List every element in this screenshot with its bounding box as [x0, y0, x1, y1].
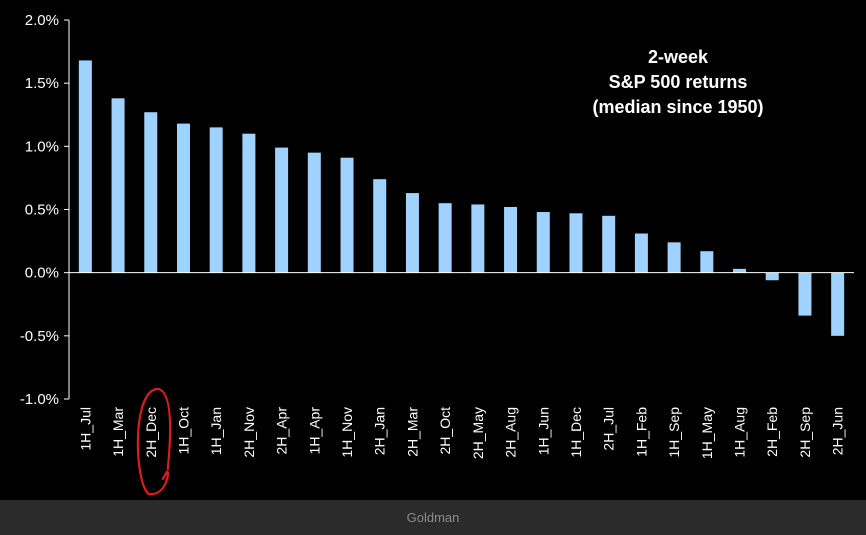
bar-1h-aug	[733, 268, 747, 273]
bar-1h-sep	[667, 242, 681, 273]
chart-title-line: S&P 500 returns	[609, 72, 748, 92]
chart-frame: 2.0% 1.5% 1.0% 0.5% 0.0% -0.5% -1.0% 1H_Jul 1H_…	[0, 0, 866, 500]
bar-1h-mar	[111, 98, 125, 273]
x-tick-label: 2H_Jan	[372, 407, 388, 455]
hand-drawn-highlight-circle	[136, 387, 172, 496]
y-tick-label: 0.0%	[25, 265, 59, 282]
bar-2h-may	[471, 204, 485, 273]
x-tick-label: 2H_Apr	[274, 407, 290, 455]
bar-2h-nov	[242, 133, 256, 273]
bar-2h-sep	[798, 272, 812, 316]
bar-1h-oct	[176, 123, 190, 273]
bar-2h-jan	[373, 179, 387, 273]
bar-chart: 2.0% 1.5% 1.0% 0.5% 0.0% -0.5% -1.0% 1H_Jul 1H_…	[20, 12, 854, 496]
bar-1h-feb	[634, 233, 648, 273]
bar-2h-dec	[144, 112, 158, 273]
y-tick-label: 0.5%	[25, 202, 59, 219]
bar-1h-may	[700, 251, 714, 273]
chart-title-line: (median since 1950)	[592, 97, 763, 117]
x-tick-label: 2H_Aug	[503, 407, 519, 458]
y-tick-label: 2.0%	[25, 12, 59, 29]
bar-1h-jan	[209, 127, 223, 273]
bar-2h-jul	[602, 215, 616, 273]
x-tick-label: 1H_Mar	[110, 407, 126, 457]
bar-2h-mar	[405, 193, 419, 273]
x-tick-label: 1H_Aug	[732, 407, 748, 458]
chart-title-line: 2-week	[648, 47, 709, 67]
x-tick-label: 1H_Dec	[568, 407, 584, 458]
x-tick-label: 1H_Jan	[208, 407, 224, 455]
x-tick-label: 2H_Nov	[241, 407, 257, 458]
x-tick-label: 2H_May	[470, 407, 486, 459]
bar-2h-feb	[765, 272, 779, 281]
x-tick-label: 2H_Feb	[764, 407, 780, 457]
bar-1h-dec	[569, 213, 583, 273]
bar-1h-jun	[536, 212, 550, 273]
source-caption: Goldman	[406, 510, 460, 525]
x-tick-label: 1H_Jun	[535, 407, 551, 455]
bar-2h-apr	[275, 147, 289, 273]
x-tick-label: 1H_Oct	[175, 407, 191, 455]
y-tick-label: -0.5%	[20, 328, 59, 345]
x-tick-label: 1H_Sep	[666, 407, 682, 458]
y-tick-label: 1.0%	[25, 138, 59, 155]
x-tick-label: 1H_Apr	[306, 407, 322, 455]
x-tick-label: 1H_Jul	[77, 407, 93, 451]
bar-1h-apr	[307, 152, 321, 273]
bar-1h-nov	[340, 157, 354, 273]
x-tick-label: 1H_Feb	[633, 407, 649, 457]
x-tick-label: 2H_Oct	[437, 407, 453, 455]
bar-2h-aug	[504, 206, 518, 273]
x-tick-label: 2H_Mar	[404, 407, 420, 457]
x-tick-label: 1H_May	[699, 407, 715, 459]
caption-bar: Goldman	[0, 500, 866, 535]
bar-2h-oct	[438, 203, 452, 273]
bar-1h-jul	[78, 60, 92, 273]
y-tick-label: 1.5%	[25, 75, 59, 92]
x-tick-label: 1H_Nov	[339, 407, 355, 458]
bar-2h-jun	[831, 272, 845, 336]
y-tick-label: -1.0%	[20, 391, 59, 408]
x-tick-label: 2H_Jul	[601, 407, 617, 451]
x-tick-label: 2H_Sep	[797, 407, 813, 458]
x-tick-label: 2H_Dec	[143, 407, 159, 458]
x-tick-label: 2H_Jun	[830, 407, 846, 455]
